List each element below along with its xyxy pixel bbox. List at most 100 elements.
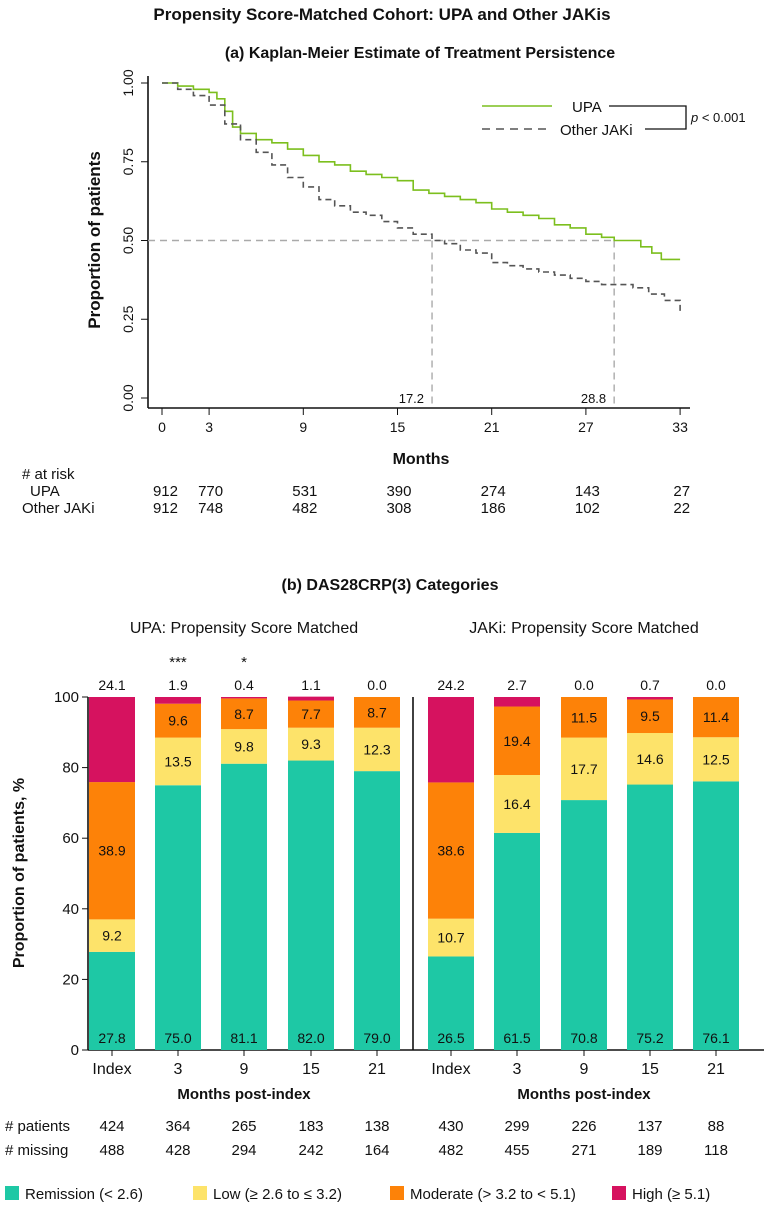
bar-value-label: 9.3 [301,736,321,752]
bar-title: (b) DAS28CRP(3) Categories [282,577,499,594]
bar-value-label: 27.8 [98,1030,125,1046]
bar-value-label: 0.7 [640,677,660,693]
risk-value: 143 [575,483,600,500]
patients-count: 137 [637,1118,662,1135]
bar-segment-low [494,775,540,833]
missing-count: 488 [99,1142,124,1159]
km-y-tick-label: 0.00 [120,384,136,411]
km-x-label: Months [393,451,450,468]
row-label-patients: # patients [5,1118,70,1135]
bar-value-label: 7.7 [301,706,321,722]
patients-count: 364 [165,1118,190,1135]
risk-value: 22 [673,500,690,517]
bar-y-tick-label: 0 [71,1042,79,1059]
bar-segment-moderate [155,703,201,738]
bar-segment-moderate [288,700,334,728]
bar-value-label: 9.6 [168,713,188,729]
risk-value: 102 [575,500,600,517]
bar-segment-moderate [428,782,474,919]
bar-value-label: 81.1 [230,1030,257,1046]
legend-label-remission: Remission (< 2.6) [25,1186,143,1203]
bar-x-tick-label: 3 [513,1061,522,1078]
bar-segment-low [428,918,474,957]
bar-value-label: 11.5 [571,709,597,725]
bar-segment-moderate [561,697,607,738]
bar-segment-remission [428,956,474,1050]
missing-count: 271 [571,1142,596,1159]
bar-value-label: 14.6 [636,751,663,767]
risk-value: 912 [153,500,178,517]
bar-segment-remission [221,763,267,1050]
bar-value-label: 8.7 [367,704,387,720]
km-x-tick-label: 0 [158,419,166,435]
bar-value-label: 0.4 [234,677,254,693]
bar-segment-high [155,697,201,704]
risk-value: 531 [292,483,317,500]
bar-segment-remission [155,785,201,1050]
bar-segment-high [221,697,267,699]
patients-count: 88 [708,1118,725,1135]
risk-value: 482 [292,500,317,517]
bar-segment-low [221,729,267,764]
km-x-tick-label: 21 [484,419,500,435]
bar-value-label: 9.5 [640,708,660,724]
bar-x-tick-label: 9 [240,1061,249,1078]
risk-value: 770 [198,483,223,500]
legend-label-other: Other JAKi [560,122,633,139]
bar-segment-moderate [89,782,135,920]
bar-value-label: 2.7 [507,677,527,693]
bar-segment-high [89,697,135,783]
bar-value-label: 10.7 [437,930,464,946]
bar-value-label: 8.7 [234,706,254,722]
km-title: (a) Kaplan-Meier Estimate of Treatment P… [225,45,615,62]
bar-value-label: 12.3 [363,741,390,757]
legend-label-high: High (≥ 5.1) [632,1186,710,1203]
bar-y-tick-label: 40 [62,901,79,918]
figure-title: Propensity Score-Matched Cohort: UPA and… [153,5,610,24]
bar-y-label: Proportion of patients, % [11,778,28,968]
bar-value-label: 70.8 [570,1030,597,1046]
km-y-tick-label: 0.50 [120,227,136,254]
bar-segment-remission [627,784,673,1050]
significance-marker: *** [169,654,187,671]
risk-value: 308 [386,500,411,517]
km-x-tick-label: 9 [299,419,307,435]
missing-count: 164 [364,1142,389,1159]
panel-title: JAKi: Propensity Score Matched [469,620,698,637]
km-y-tick-label: 1.00 [120,69,136,96]
bar-value-label: 11.4 [703,709,729,725]
legend-swatch-moderate [390,1186,404,1200]
bar-y-tick-label: 20 [62,971,79,988]
bar-value-label: 9.8 [234,738,254,754]
patients-count: 299 [504,1118,529,1135]
bar-value-label: 1.9 [168,677,188,693]
bar-value-label: 0.0 [574,677,594,693]
bar-segment-moderate [494,706,540,776]
bar-value-label: 0.0 [706,677,726,693]
patients-count: 430 [438,1118,463,1135]
patients-count: 138 [364,1118,389,1135]
risk-value: 390 [386,483,411,500]
bar-segment-low [561,737,607,801]
bar-x-tick-label: 21 [707,1061,725,1078]
bar-segment-low [354,727,400,772]
bar-segment-remission [288,760,334,1050]
legend-swatch-low [193,1186,207,1200]
legend-swatch-remission [5,1186,19,1200]
bar-value-label: 82.0 [297,1030,324,1046]
patients-count: 183 [298,1118,323,1135]
km-x-tick-label: 3 [205,419,213,435]
das28-chart: (b) DAS28CRP(3) Categories Proportion of… [5,577,764,1203]
bar-segment-remission [354,771,400,1050]
bar-value-label: 24.2 [437,677,464,693]
bar-segment-remission [494,832,540,1050]
missing-count: 294 [231,1142,256,1159]
bar-y-tick-label: 100 [54,689,79,706]
legend-label-low: Low (≥ 2.6 to ≤ 3.2) [213,1186,342,1203]
bar-segment-remission [89,951,135,1050]
patients-count: 226 [571,1118,596,1135]
bar-value-label: 75.2 [636,1030,663,1046]
pvalue-value: < 0.001 [698,110,745,125]
row-label-missing: # missing [5,1142,68,1159]
